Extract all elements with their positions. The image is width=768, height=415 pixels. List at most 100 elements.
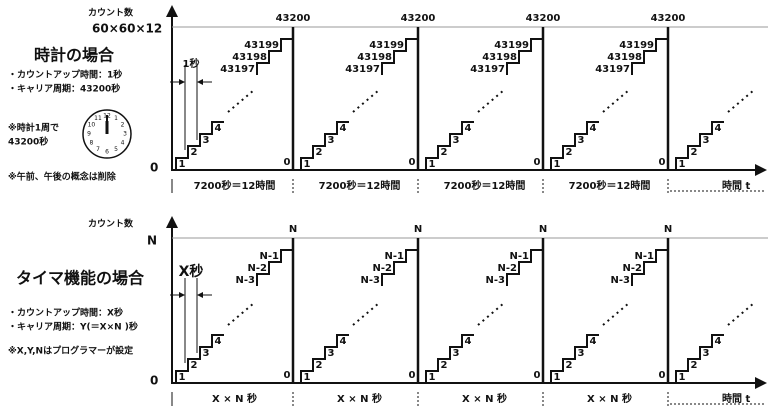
- reset-label: 0: [284, 370, 291, 381]
- stair: [296, 121, 349, 171]
- note: ※午前、午後の概念は削除: [8, 171, 117, 183]
- step-label: 1: [554, 159, 561, 170]
- dots: [727, 89, 755, 113]
- step-label: 43198: [357, 52, 392, 63]
- clock-number: 9: [87, 131, 91, 138]
- dots: [352, 302, 380, 326]
- step-width-label: X秒: [179, 263, 204, 280]
- step-label: 1: [429, 159, 436, 170]
- step-label: 2: [566, 147, 573, 158]
- period-label: X × N 秒: [337, 392, 382, 405]
- note: 43200秒: [8, 136, 48, 148]
- step-label: 3: [703, 135, 710, 146]
- dots: [727, 302, 755, 326]
- period-label: X × N 秒: [587, 392, 632, 405]
- step-label: N-3: [486, 275, 506, 286]
- step-label: 1: [679, 159, 686, 170]
- stair: [421, 121, 474, 171]
- stair: [256, 27, 294, 75]
- step-label: 4: [590, 336, 597, 347]
- step-label: 2: [691, 360, 698, 371]
- step-label: 1: [304, 159, 311, 170]
- step-label: 3: [578, 135, 585, 146]
- clock-number: 1: [114, 115, 118, 122]
- step-label: 2: [316, 360, 323, 371]
- step-label: 1: [679, 372, 686, 383]
- dots: [352, 89, 380, 113]
- origin-label: 0: [150, 161, 158, 175]
- step-width-label: 1秒: [183, 57, 200, 70]
- peak-label: 43200: [401, 13, 436, 24]
- clock-number: 5: [114, 146, 118, 153]
- reset-label: 0: [284, 157, 291, 168]
- dots: [602, 89, 630, 113]
- step-label: 43198: [482, 52, 517, 63]
- stair: [631, 238, 669, 286]
- clock-number: 2: [121, 122, 125, 129]
- period-label: X × N 秒: [462, 392, 507, 405]
- stair: [381, 27, 419, 75]
- note: ※X,Y,Nはプログラマーが設定: [8, 345, 134, 357]
- step-label: 4: [590, 123, 597, 134]
- reset-label: 0: [659, 157, 666, 168]
- x-axis-label: 時間 t: [722, 392, 750, 405]
- clock-number: 10: [88, 122, 96, 129]
- note: ・キャリア周期：Y(＝X×N )秒: [8, 321, 138, 333]
- clock-number: 7: [96, 146, 100, 153]
- step-label: 4: [215, 123, 222, 134]
- step-label: 2: [441, 147, 448, 158]
- peak-label: 43200: [276, 13, 311, 24]
- step-label: 43198: [607, 52, 642, 63]
- x-axis-label: 時間 t: [722, 179, 750, 192]
- period-label: 7200秒＝12時間: [194, 179, 276, 192]
- step-label: 43197: [345, 64, 380, 75]
- dots: [227, 302, 255, 326]
- step-label: 43197: [220, 64, 255, 75]
- step-label: N-1: [260, 251, 280, 262]
- stair: [506, 27, 544, 75]
- section-title: 時計の場合: [34, 46, 115, 65]
- step-label: N-1: [385, 251, 405, 262]
- origin-label: 0: [150, 374, 158, 388]
- step-label: N-2: [498, 263, 518, 274]
- stair: [671, 121, 724, 171]
- reset-label: 0: [534, 157, 541, 168]
- y-axis-label: カウント数: [88, 7, 134, 19]
- max-label: N: [147, 234, 157, 248]
- max-label: 60×60×12: [92, 22, 162, 36]
- stair: [671, 334, 724, 384]
- step-label: 1: [179, 372, 186, 383]
- step-label: 43199: [494, 40, 529, 51]
- step-label: 2: [191, 147, 198, 158]
- stair: [506, 238, 544, 286]
- step-label: 2: [316, 147, 323, 158]
- peak-label: N: [414, 224, 422, 235]
- step-label: N-1: [635, 251, 655, 262]
- stair: [546, 334, 599, 384]
- dots: [602, 302, 630, 326]
- step-label: N-3: [611, 275, 631, 286]
- step-label: 2: [691, 147, 698, 158]
- y-axis-label: カウント数: [88, 218, 134, 230]
- clock-number: 8: [89, 140, 93, 147]
- step-label: 3: [203, 348, 210, 359]
- step-label: 1: [429, 372, 436, 383]
- clock-number: 6: [105, 149, 109, 156]
- step-label: 43199: [244, 40, 279, 51]
- step-label: 43199: [369, 40, 404, 51]
- peak-label: 43200: [651, 13, 686, 24]
- section-title: タイマ機能の場合: [16, 269, 145, 288]
- step-label: 3: [703, 348, 710, 359]
- reset-label: 0: [409, 370, 416, 381]
- period-label: 7200秒＝12時間: [319, 179, 401, 192]
- step-label: 4: [340, 336, 347, 347]
- reset-label: 0: [534, 370, 541, 381]
- step-label: 1: [179, 159, 186, 170]
- note: ※時計1周で: [8, 122, 59, 134]
- step-label: N-2: [623, 263, 643, 274]
- step-label: 3: [453, 135, 460, 146]
- clock-number: 11: [94, 115, 102, 122]
- step-label: 3: [203, 135, 210, 146]
- step-label: N-3: [236, 275, 256, 286]
